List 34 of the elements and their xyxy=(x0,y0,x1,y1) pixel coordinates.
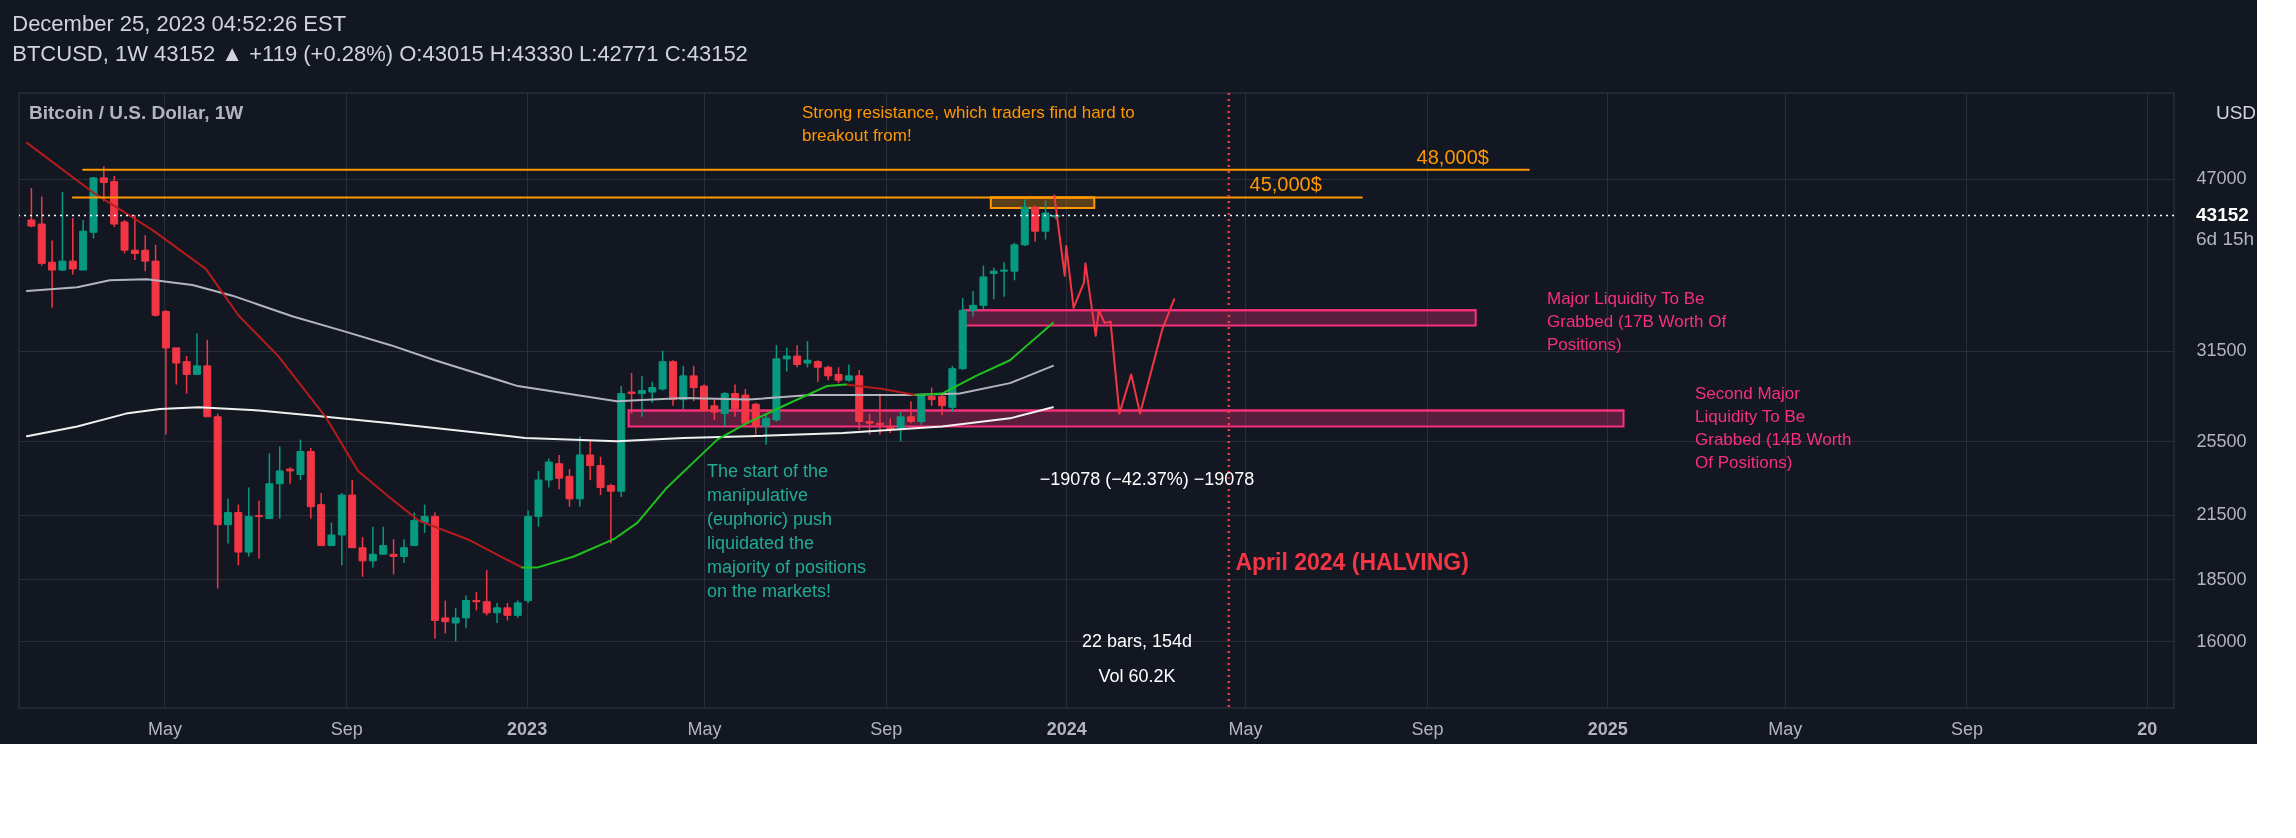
x-tick-label: Sep xyxy=(1411,718,1444,739)
x-tick-label: May xyxy=(1228,718,1263,739)
annotation: Second Major Liquidity To Be Grabbed (14B Worth Of Positions) xyxy=(1695,384,1852,472)
x-tick-label: May xyxy=(687,718,722,739)
annotation: Major Liquidity To Be Grabbed (17B Worth Of Positions) xyxy=(1547,289,1727,354)
x-tick-label: May xyxy=(1768,718,1803,739)
chart-title: December 25, 2023 04:52:26 EST xyxy=(12,10,347,36)
y-axis-title: USD xyxy=(2215,102,2257,123)
chart-subtitle: BTCUSD, 1W 43152 ▲ +119 (+0.28%) O:43015 H:43330 L:42771 C:43152 xyxy=(12,40,748,66)
x-tick-label: Sep xyxy=(1950,718,1983,739)
series-label: 45,000$ xyxy=(1249,173,1322,196)
legend-title: Bitcoin / U.S. Dollar, 1W xyxy=(29,102,244,123)
x-tick-label: 2024 xyxy=(1046,718,1087,739)
annotation: Vol 60.2K xyxy=(1098,666,1176,686)
x-tick-label: May xyxy=(147,718,182,739)
y-tick-label: 18500 xyxy=(2196,568,2247,589)
x-tick-label: 20 xyxy=(2137,718,2158,739)
y-tick-label: 31500 xyxy=(2196,340,2247,361)
x-tick-label: 2025 xyxy=(1587,718,1628,739)
x-tick-label: 2023 xyxy=(507,718,548,739)
text: 6d 15h xyxy=(2196,228,2255,249)
x-tick-label: Sep xyxy=(330,718,363,739)
annotation: 22 bars, 154d xyxy=(1081,631,1193,651)
ref-line-label: April 2024 (HALVING) xyxy=(1235,549,1469,575)
y-tick-label: 47000 xyxy=(2196,168,2247,189)
y-tick-label: 21500 xyxy=(2196,504,2247,525)
series-label: 48,000$ xyxy=(1416,145,1489,168)
annotation: Strong resistance, which traders find hard to breakout from! xyxy=(802,103,1135,145)
y-tick-label: 25500 xyxy=(2196,430,2247,451)
x-tick-label: Sep xyxy=(870,718,903,739)
ref-line-label: 43152 xyxy=(2196,204,2249,226)
y-tick-label: 16000 xyxy=(2196,630,2247,651)
annotation: −19078 (−42.37%) −19078 xyxy=(1039,469,1255,489)
annotation: The start of the manipulative (euphoric) push liquidated the majority of positions on the markets! xyxy=(707,461,867,601)
